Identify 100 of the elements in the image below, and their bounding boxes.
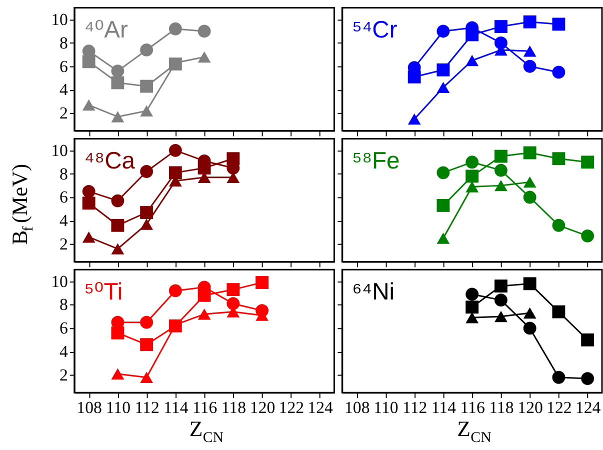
point — [466, 54, 479, 66]
point — [436, 199, 450, 212]
x-tick-label: 120 — [518, 398, 543, 417]
point — [466, 156, 479, 169]
point — [494, 294, 508, 307]
point — [581, 372, 594, 386]
y-tick-label: 8 — [60, 164, 68, 184]
point — [552, 18, 566, 31]
point — [523, 307, 536, 319]
x-tick-label: 120 — [250, 398, 276, 417]
x-tick-label: 114 — [431, 398, 457, 417]
point — [140, 206, 154, 219]
point — [140, 218, 154, 230]
chart-title: ⁵⁴Cr — [352, 16, 398, 44]
point — [494, 180, 508, 192]
point — [168, 284, 182, 298]
point — [111, 64, 124, 78]
point — [226, 152, 240, 166]
point — [466, 288, 479, 301]
point — [552, 152, 566, 166]
point — [552, 66, 566, 79]
point — [581, 229, 594, 242]
point — [466, 312, 479, 324]
point — [523, 176, 536, 188]
point — [111, 76, 124, 90]
y-tick-label: 10 — [51, 140, 68, 160]
point — [466, 170, 479, 183]
point — [82, 99, 96, 111]
y-tick-label: 4 — [60, 211, 68, 230]
y-axis-title: Bf(MeV) — [8, 164, 37, 245]
point — [111, 194, 124, 208]
point — [436, 166, 450, 180]
point — [140, 338, 154, 352]
point — [436, 232, 450, 244]
point — [198, 24, 211, 38]
y-tick-label: 6 — [60, 188, 68, 207]
point — [436, 24, 450, 38]
point — [198, 162, 211, 174]
x-tick-label: 116 — [460, 398, 485, 417]
point — [140, 44, 154, 56]
point — [523, 15, 536, 28]
y-tick-label: 8 — [60, 33, 68, 52]
x-tick-label: 112 — [134, 398, 160, 417]
point — [140, 165, 154, 178]
y-tick-label: 10 — [51, 10, 68, 29]
point — [82, 184, 96, 198]
point — [523, 60, 536, 73]
point — [226, 297, 240, 310]
point — [226, 283, 240, 296]
y-tick-label: 8 — [60, 295, 68, 314]
point — [408, 70, 421, 84]
point — [111, 111, 124, 122]
point — [494, 280, 508, 292]
x-tick-label: 122 — [546, 398, 572, 417]
point — [111, 243, 124, 254]
x-tick-label: 112 — [402, 398, 428, 417]
point — [111, 326, 124, 340]
point — [198, 51, 211, 63]
point — [198, 288, 211, 302]
point — [494, 164, 508, 177]
point — [523, 46, 536, 57]
point — [466, 28, 479, 42]
point — [552, 370, 566, 384]
point — [436, 63, 450, 76]
point — [256, 276, 269, 289]
point — [140, 316, 154, 329]
y-tick-label: 4 — [60, 80, 68, 100]
y-tick-label: 6 — [60, 56, 68, 76]
chart-title: ⁴⁸Ca — [84, 147, 136, 174]
x-tick-label: 122 — [278, 398, 304, 417]
chart-title: ⁶⁴Ni — [352, 278, 395, 306]
point — [140, 80, 154, 93]
y-tick-label: 2 — [60, 365, 68, 384]
point — [523, 277, 536, 290]
x-tick-label: 124 — [575, 398, 602, 417]
y-tick-label: 4 — [60, 342, 68, 362]
point — [466, 300, 479, 314]
point — [581, 156, 594, 169]
chart-title: ⁵⁰Ti — [84, 278, 123, 306]
x-tick-label: 118 — [221, 398, 246, 417]
x-tick-label: 108 — [76, 398, 102, 417]
x-tick-label: 118 — [489, 398, 514, 417]
point — [198, 308, 211, 320]
point — [82, 55, 96, 68]
point — [111, 218, 124, 232]
point — [168, 166, 182, 180]
chart-title: ⁴⁰Ar — [84, 16, 128, 44]
x-tick-label: 124 — [308, 398, 334, 417]
point — [168, 22, 182, 36]
point — [494, 150, 508, 163]
x-tick-label: 110 — [374, 398, 398, 417]
y-tick-label: 10 — [51, 272, 68, 291]
point — [408, 113, 421, 125]
point — [494, 20, 508, 34]
y-tick-label: 2 — [60, 104, 68, 123]
point — [552, 305, 566, 318]
point — [140, 372, 154, 383]
point — [436, 82, 450, 94]
point — [581, 333, 594, 346]
point — [523, 322, 536, 335]
